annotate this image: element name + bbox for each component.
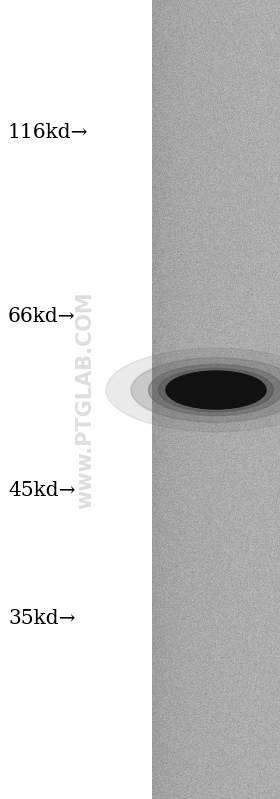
Text: 66kd→: 66kd→ (8, 307, 76, 325)
Ellipse shape (148, 364, 280, 415)
Ellipse shape (158, 368, 274, 411)
Ellipse shape (166, 371, 266, 409)
Text: 45kd→: 45kd→ (8, 482, 76, 500)
Ellipse shape (106, 348, 280, 431)
Text: 35kd→: 35kd→ (8, 610, 76, 629)
Ellipse shape (131, 358, 280, 423)
Text: www.PTGLAB.COM: www.PTGLAB.COM (75, 291, 95, 509)
Text: 116kd→: 116kd→ (8, 122, 88, 141)
